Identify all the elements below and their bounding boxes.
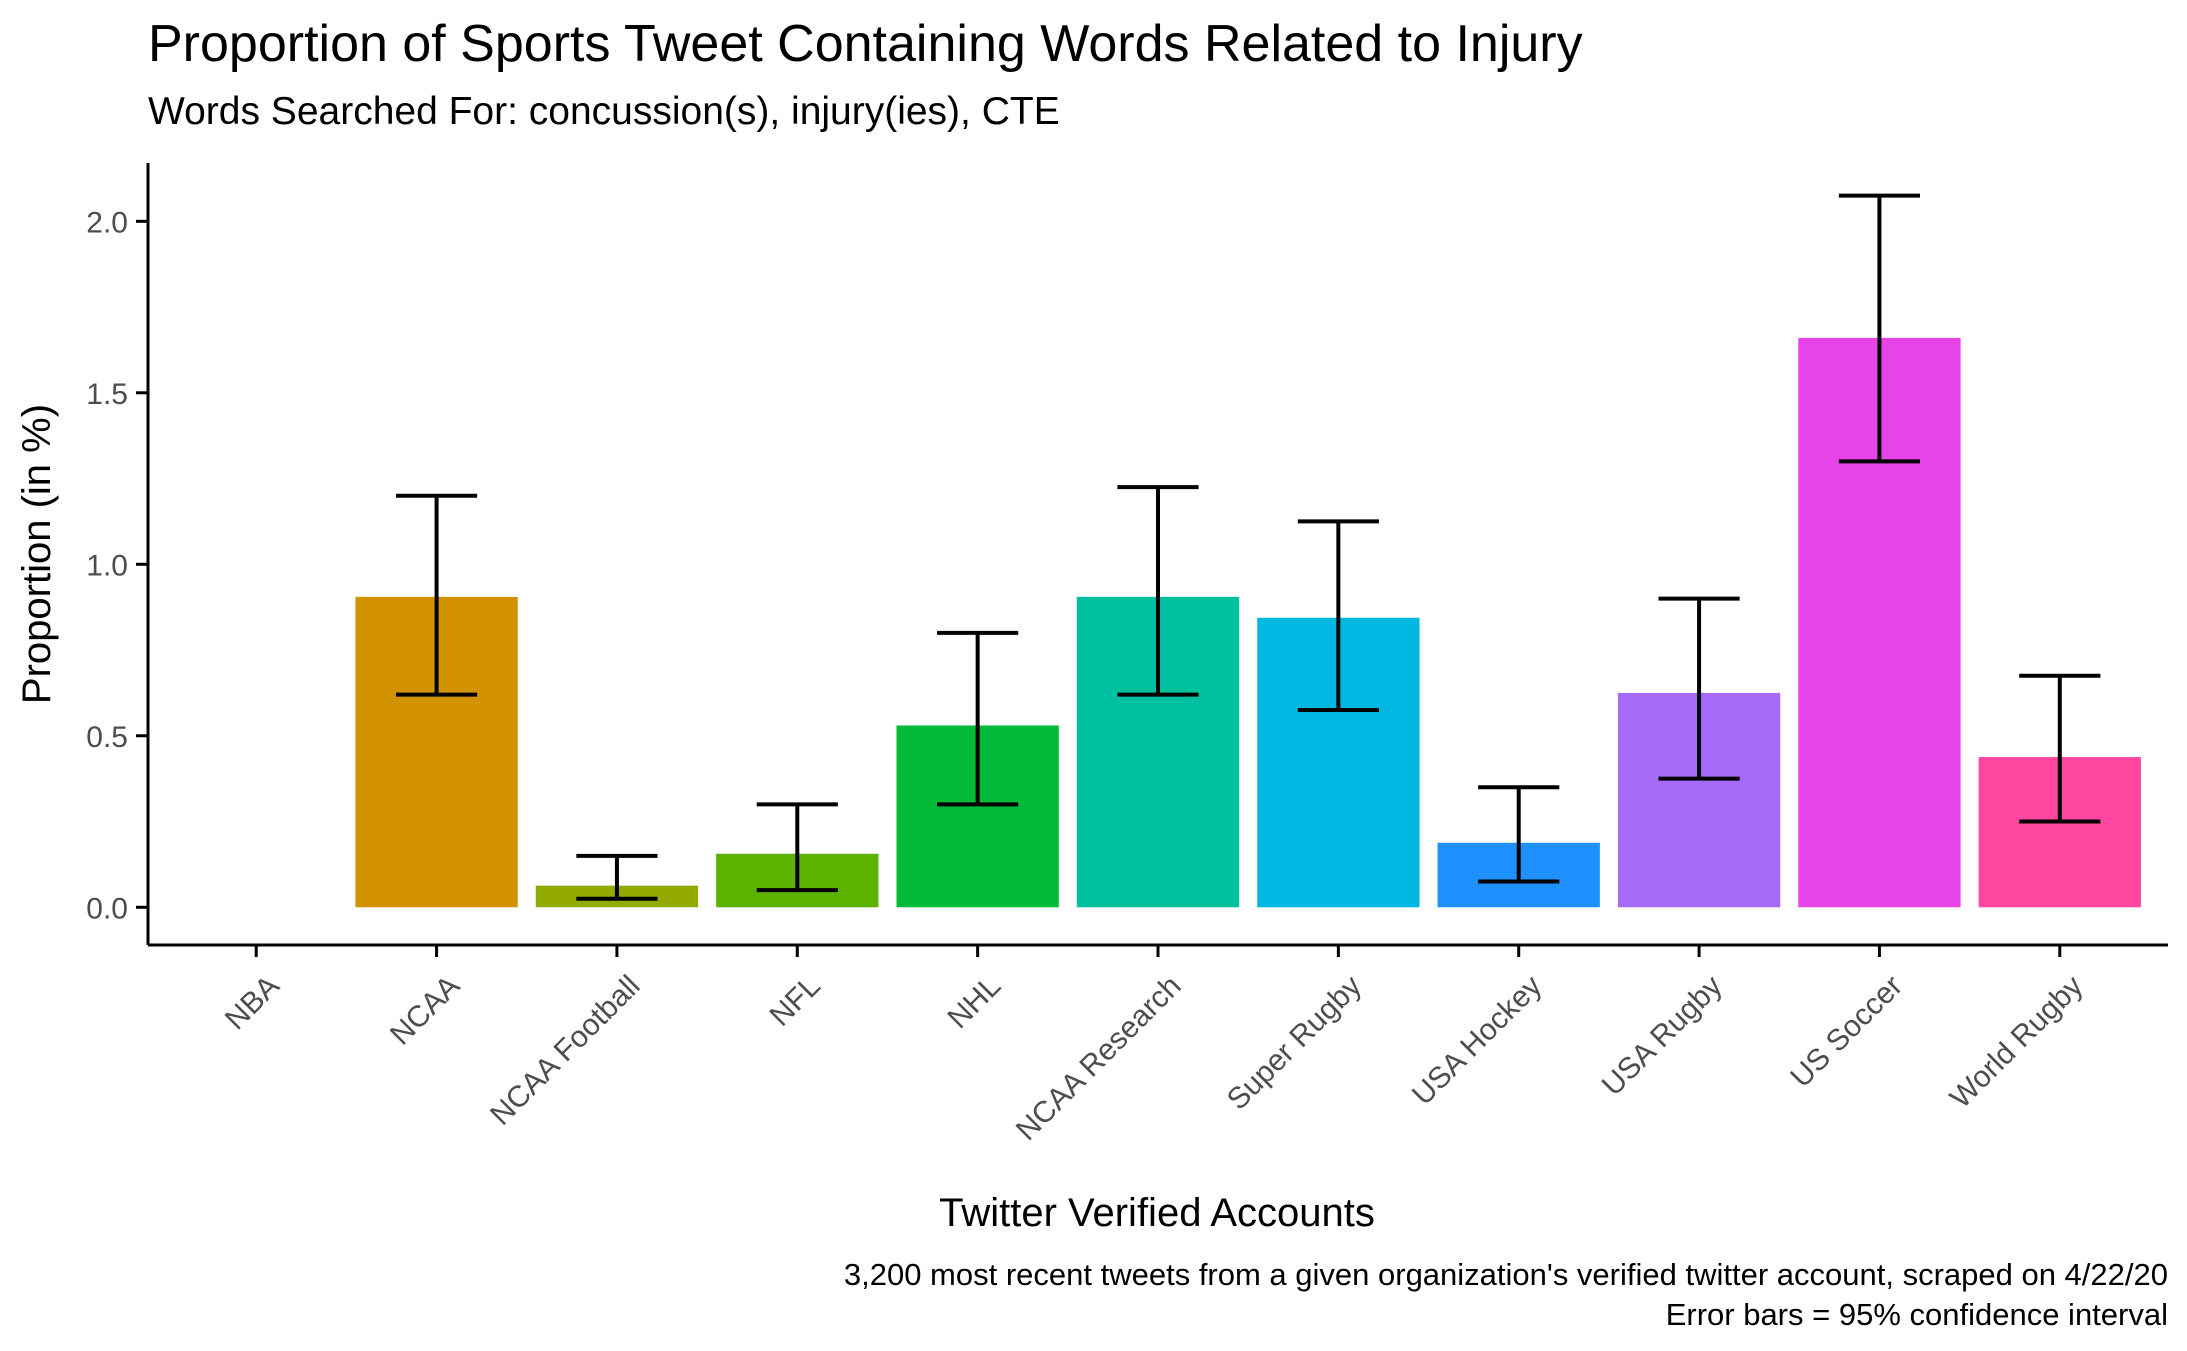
x-tick-label-nfl: NFL — [764, 969, 827, 1032]
y-ticks: 0.0 0.5 1.0 1.5 2.0 — [86, 206, 148, 925]
errorbars-layer — [395, 193, 2101, 901]
errorbar-usa-hockey — [1478, 785, 1560, 884]
errorbar-ncaa-football — [576, 853, 658, 901]
errorbar-usa-rugby — [1658, 596, 1740, 781]
x-tick-label-ncaa: NCAA — [384, 969, 466, 1051]
caption-line-2: Error bars = 95% confidence interval — [1666, 1297, 2168, 1332]
x-tick-label-nba: NBA — [219, 969, 286, 1036]
errorbar-ncaa-research — [1117, 485, 1199, 697]
errorbar-us-soccer — [1838, 193, 1921, 464]
errorbar-super-rugby — [1297, 519, 1379, 713]
x-axis-title: Twitter Verified Accounts — [939, 1191, 1375, 1235]
errorbar-nhl — [937, 630, 1019, 807]
x-tick-label-usa-hockey: USA Hockey — [1406, 969, 1548, 1111]
bars-layer — [355, 337, 2141, 908]
chart-title: Proportion of Sports Tweet Containing Wo… — [148, 15, 1583, 73]
y-tick-label-2: 1.0 — [86, 549, 128, 582]
caption-line-1: 3,200 most recent tweets from a given or… — [844, 1257, 2168, 1292]
x-tick-label-us-soccer: US Soccer — [1784, 969, 1909, 1094]
x-tick-label-ncaa-football: NCAA Football — [484, 969, 646, 1131]
errorbar-nfl — [756, 802, 838, 893]
x-ticks: NBA NCAA NCAA Football NFL NHL NCAA Research S… — [219, 945, 2090, 1147]
x-tick-label-super-rugby: Super Rugby — [1221, 969, 1368, 1116]
chart-subtitle: Words Searched For: concussion(s), injur… — [148, 90, 1060, 133]
errorbar-ncaa — [395, 493, 478, 697]
x-tick-label-usa-rugby: USA Rugby — [1596, 969, 1729, 1102]
errorbar-world-rugby — [2019, 673, 2101, 824]
x-tick-label-ncaa-research: NCAA Research — [1010, 969, 1188, 1147]
y-tick-label-3: 1.5 — [86, 378, 128, 411]
y-axis-title: Proportion (in %) — [15, 404, 59, 704]
y-tick-label-4: 2.0 — [86, 206, 128, 239]
x-tick-label-nhl: NHL — [942, 969, 1008, 1035]
y-tick-label-1: 0.5 — [86, 721, 128, 754]
x-tick-label-world-rugby: World Rugby — [1944, 969, 2090, 1115]
y-tick-label-0: 0.0 — [86, 892, 128, 925]
